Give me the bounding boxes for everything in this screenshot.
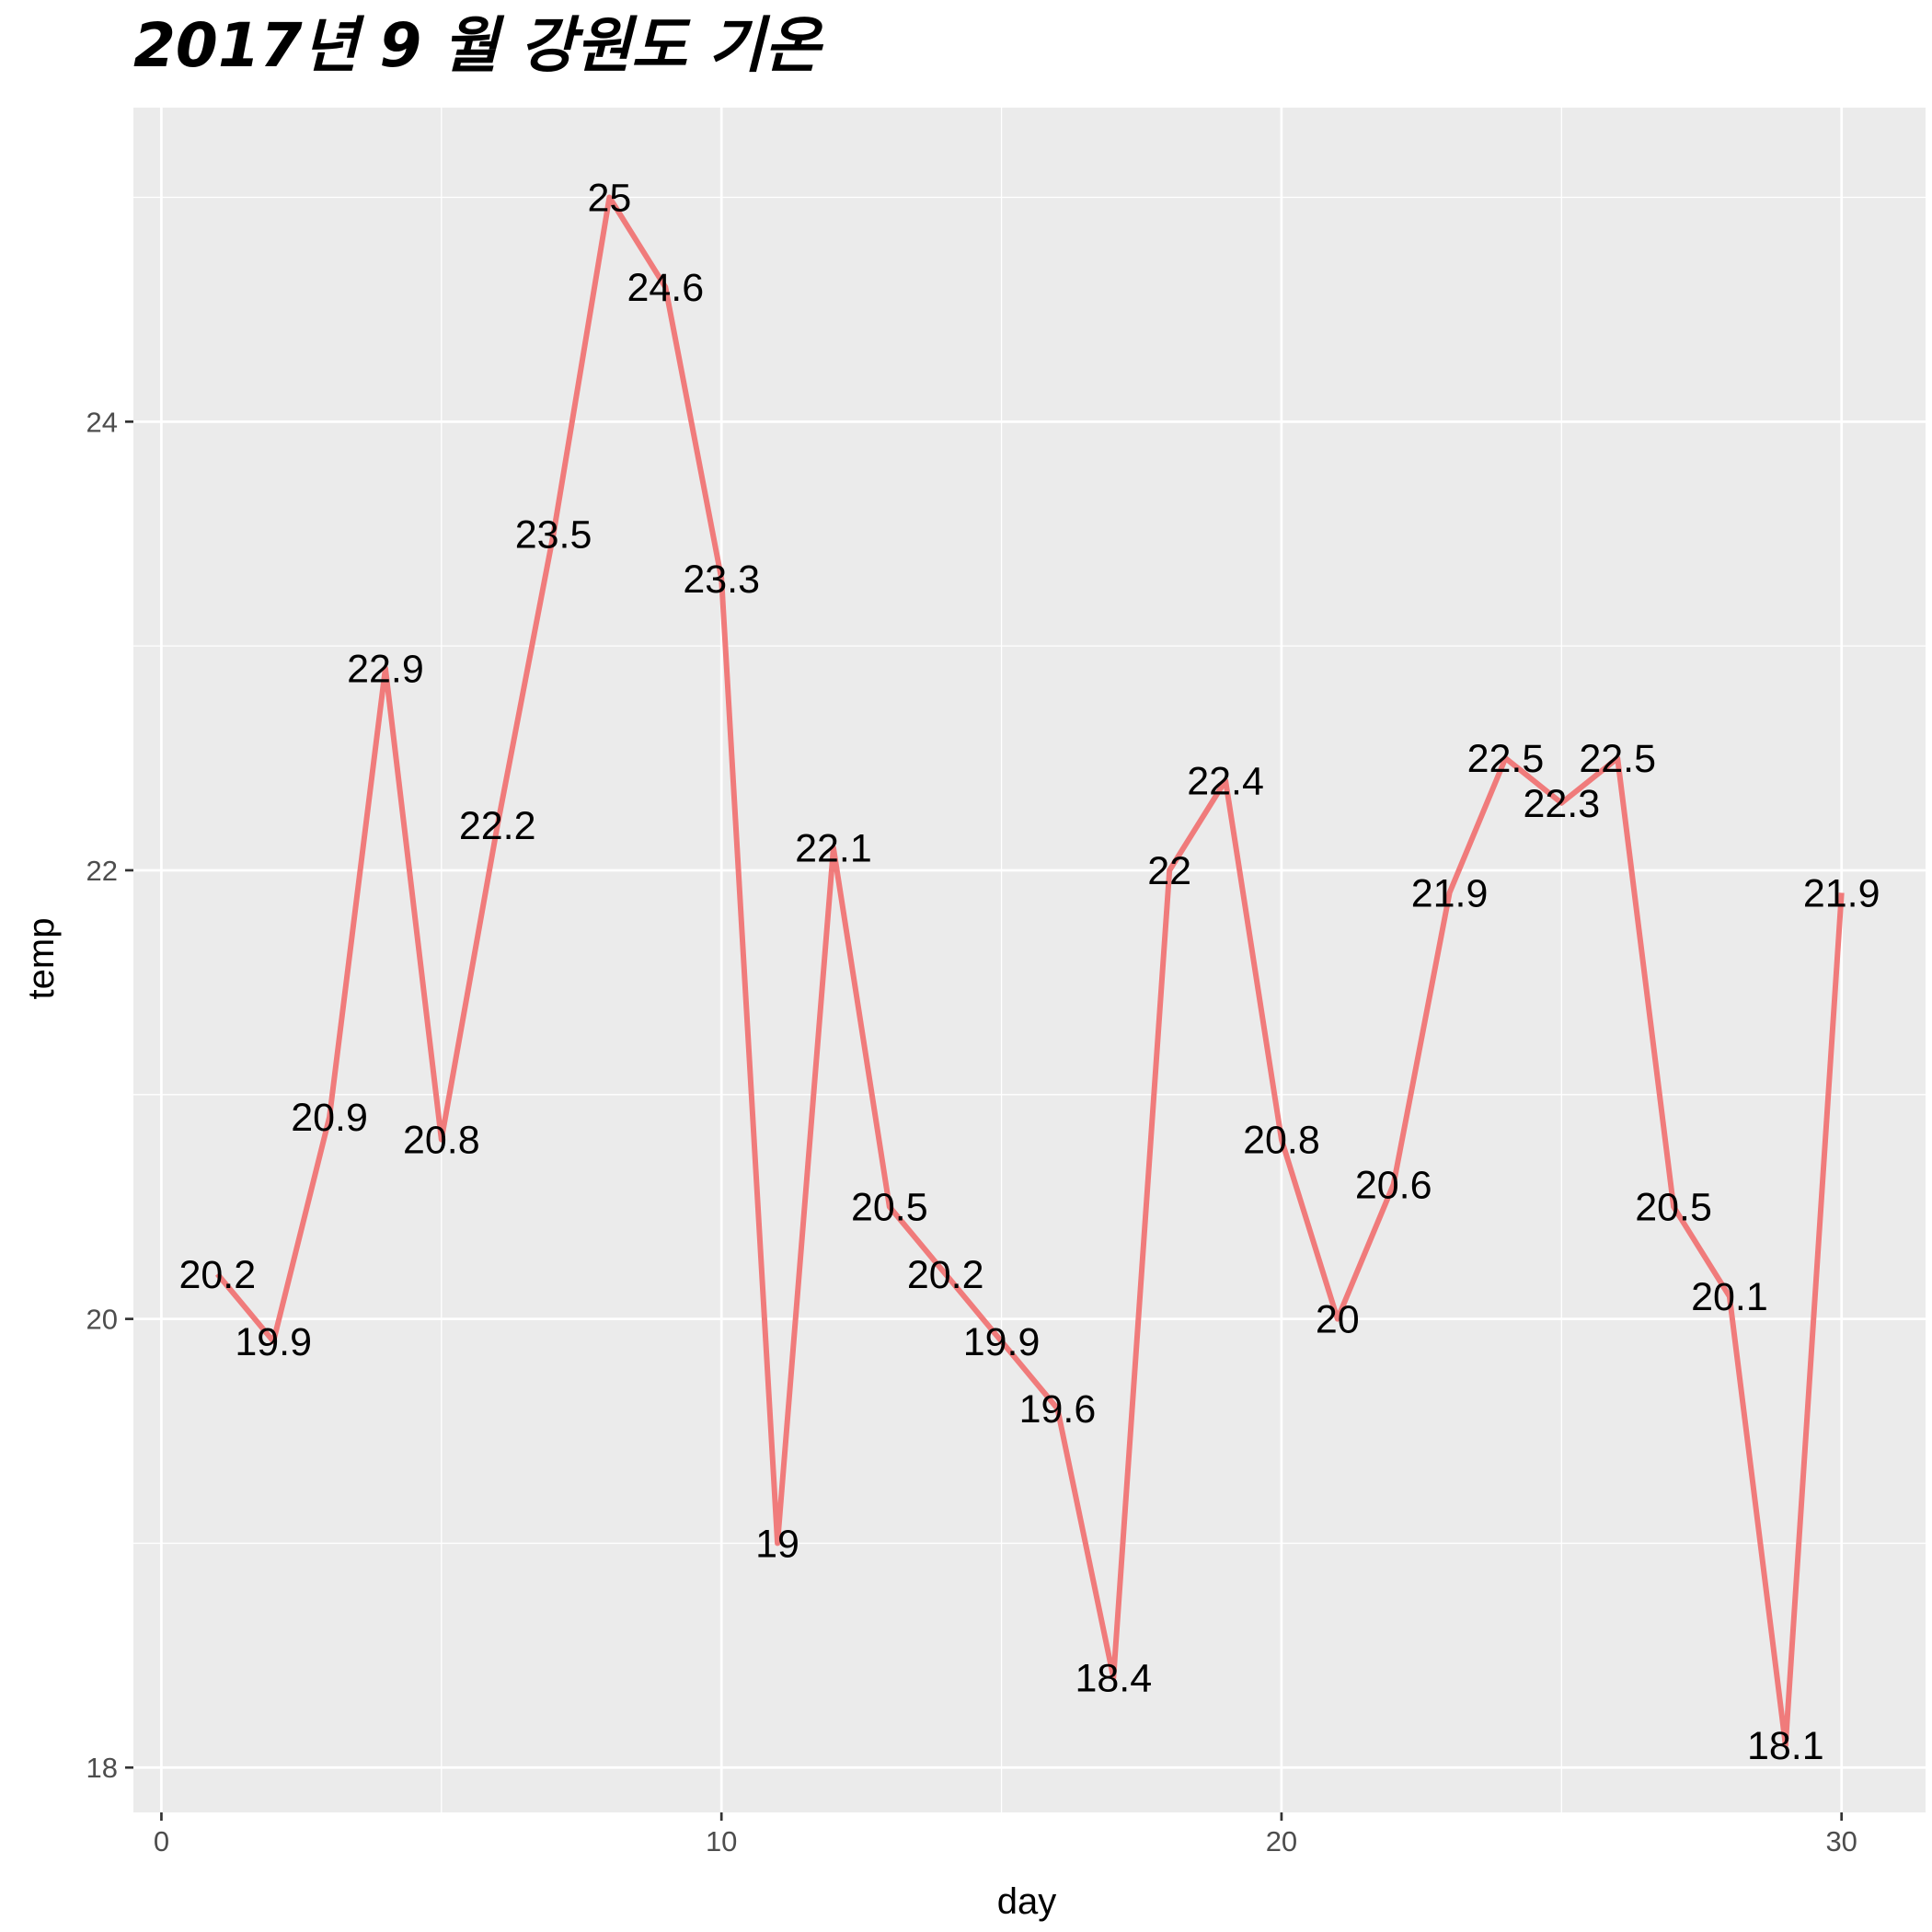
x-tick-label: 10	[706, 1825, 737, 1857]
data-label: 23.3	[683, 558, 760, 602]
data-label: 23.5	[515, 512, 592, 557]
y-tick-label: 22	[86, 855, 118, 887]
data-label: 22.2	[459, 804, 536, 848]
data-label: 20.6	[1355, 1163, 1432, 1207]
data-label: 21.9	[1411, 871, 1489, 915]
data-label: 20.2	[907, 1253, 984, 1297]
tick-labels: 0 10 20 30 18 20 22 24	[86, 406, 1857, 1857]
x-tick-label: 30	[1825, 1825, 1857, 1857]
axis-ticks	[125, 420, 1844, 1821]
major-gridlines	[133, 108, 1926, 1812]
data-label: 20.1	[1691, 1275, 1768, 1319]
data-label: 24.6	[627, 266, 704, 310]
data-label: 22.9	[347, 648, 424, 692]
minor-gridlines	[133, 108, 1926, 1812]
data-label: 21.9	[1803, 871, 1880, 915]
data-label: 22.5	[1579, 737, 1656, 781]
chart-title: 2017년 9 월 강원도 기온	[133, 10, 824, 81]
data-label: 20.2	[178, 1253, 256, 1297]
x-axis-title: day	[997, 1881, 1057, 1922]
y-axis-title: temp	[21, 918, 62, 1000]
y-tick-label: 24	[86, 406, 118, 438]
data-label: 19.6	[1019, 1387, 1097, 1432]
x-tick-label: 0	[154, 1825, 169, 1857]
data-label: 20.9	[291, 1096, 368, 1140]
temperature-series	[214, 194, 1845, 1748]
data-label: 22.5	[1467, 737, 1545, 781]
y-tick-label: 18	[86, 1752, 118, 1784]
data-label: 20.5	[1635, 1186, 1712, 1230]
data-label: 19.9	[963, 1320, 1041, 1364]
data-label: 22.4	[1187, 759, 1264, 803]
data-label: 18.4	[1075, 1657, 1152, 1701]
data-label: 20.5	[851, 1186, 928, 1230]
data-labels: 20.2 19.9 20.9 22.9 20.8 22.2 23.5 25 24.6 23.3 19…	[178, 177, 1880, 1768]
data-label: 25	[588, 177, 632, 221]
x-tick-label: 20	[1266, 1825, 1297, 1857]
data-label: 18.1	[1747, 1724, 1824, 1768]
data-label: 20.8	[1243, 1119, 1320, 1163]
data-label: 20.8	[403, 1119, 480, 1163]
data-label: 22	[1147, 849, 1191, 893]
data-label: 20	[1316, 1298, 1360, 1342]
data-label: 22.1	[795, 827, 872, 871]
data-label: 19.9	[235, 1320, 312, 1364]
data-label: 22.3	[1523, 782, 1600, 826]
data-label: 19	[755, 1522, 799, 1566]
plot-panel	[133, 108, 1926, 1812]
y-tick-label: 20	[86, 1304, 118, 1336]
series-line	[214, 194, 1845, 1748]
